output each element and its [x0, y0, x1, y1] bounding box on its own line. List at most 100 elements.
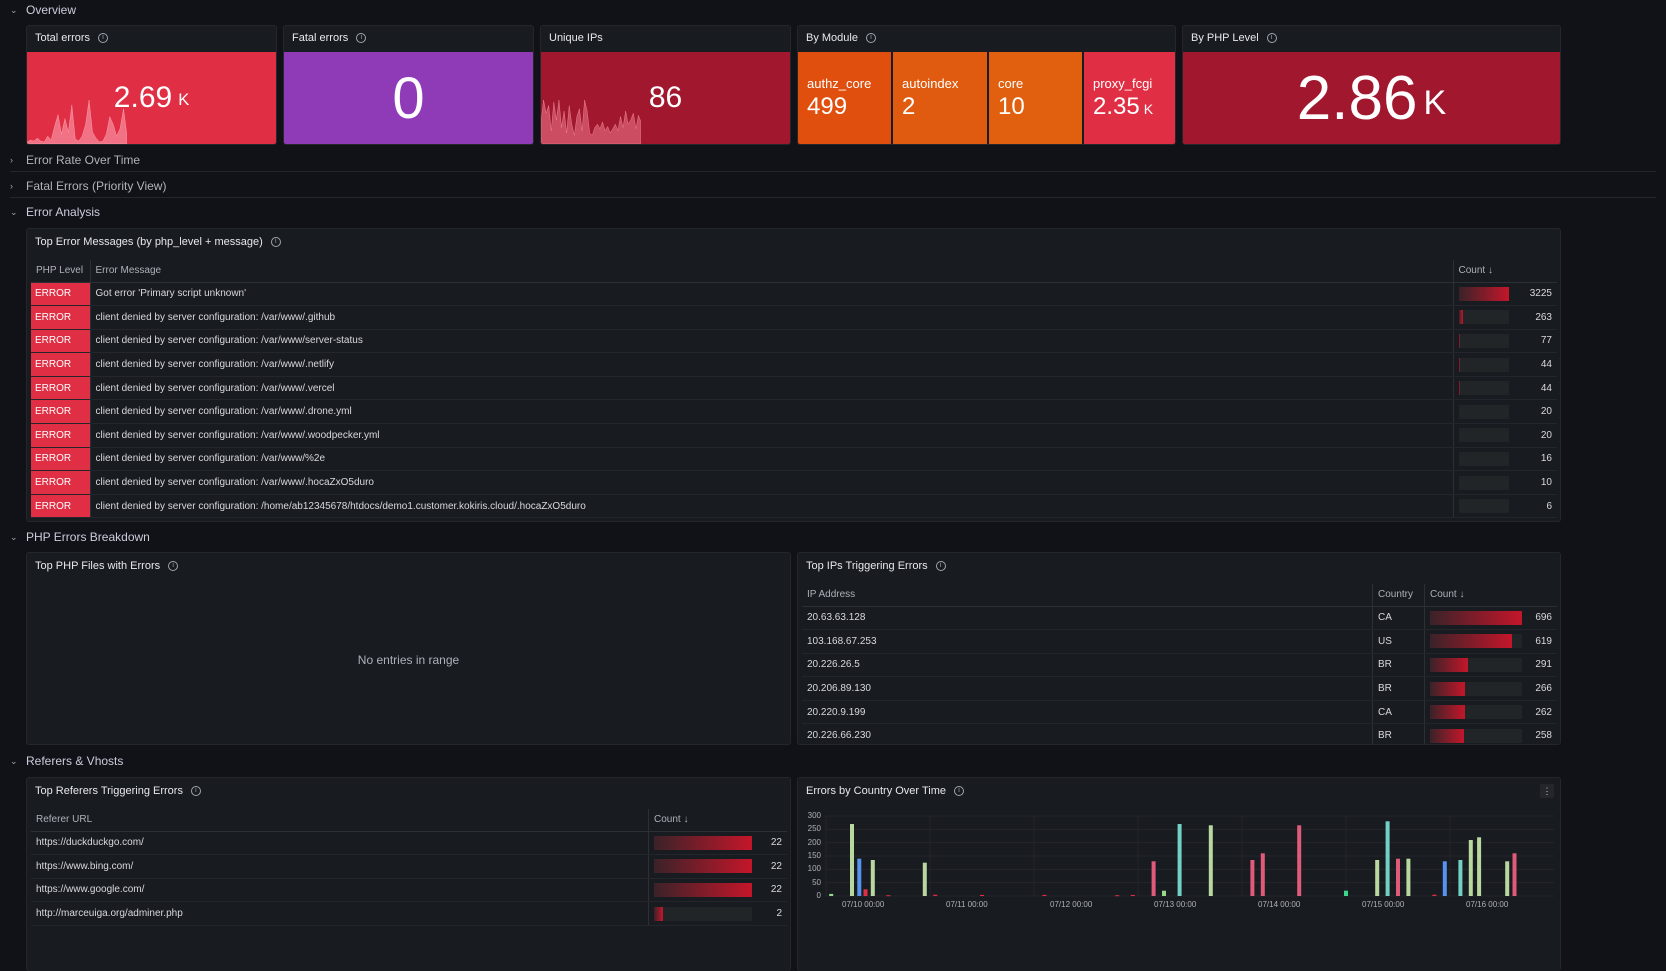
table-row[interactable]: ERROR client denied by server configurat…	[31, 447, 1557, 472]
table-row[interactable]: ERROR client denied by server configurat…	[31, 494, 1557, 519]
column-header-count[interactable]: Count ↓	[1452, 260, 1557, 283]
chart-bar[interactable]	[1250, 860, 1255, 896]
table-row[interactable]: https://duckduckgo.com/ 22	[31, 831, 787, 856]
row-error-rate[interactable]: › Error Rate Over Time	[10, 150, 140, 170]
chart-bar[interactable]	[1512, 853, 1517, 896]
panel-top-ips[interactable]: Top IPs Triggering Errors i IP Address Co…	[797, 552, 1561, 745]
panel-menu-icon[interactable]: ⋮	[1540, 784, 1554, 798]
panel-title: Unique IPs	[549, 32, 603, 44]
chart-bar[interactable]	[1115, 895, 1120, 897]
column-header-count[interactable]: Count ↓	[648, 809, 787, 832]
chart-bar[interactable]	[1151, 861, 1156, 896]
chart-bar[interactable]	[886, 895, 891, 897]
module-autoindex[interactable]: autoindex 2	[893, 52, 987, 144]
table-row[interactable]: 20.226.26.5 BR 291	[802, 653, 1557, 678]
column-header-error-message[interactable]: Error Message	[89, 260, 1453, 283]
table-row[interactable]: ERROR client denied by server configurat…	[31, 399, 1557, 425]
error-message-cell: client denied by server configuration: /…	[89, 399, 1453, 425]
column-header-count[interactable]: Count ↓	[1424, 584, 1557, 607]
chart-bar[interactable]	[850, 824, 854, 896]
chart-bar[interactable]	[1177, 824, 1182, 896]
chart-bar[interactable]	[1260, 853, 1265, 896]
chart-bar[interactable]	[1297, 825, 1302, 896]
module-core[interactable]: core 10	[989, 52, 1082, 144]
chart-bar[interactable]	[1432, 894, 1437, 896]
row-overview[interactable]: ⌄ Overview	[10, 0, 76, 20]
ip-address-cell: 20.206.89.130	[802, 676, 1373, 701]
row-error-analysis[interactable]: ⌄ Error Analysis	[10, 202, 100, 222]
chart-bar[interactable]	[1458, 860, 1463, 896]
chart-bar[interactable]	[1385, 821, 1390, 896]
panel-errors-by-country[interactable]: Errors by Country Over Time i ⋮ 300 250 200…	[797, 777, 1561, 971]
row-fatal-priority[interactable]: › Fatal Errors (Priority View)	[10, 176, 166, 196]
panel-top-php-files[interactable]: Top PHP Files with Errors i No entries in…	[26, 552, 791, 745]
chart-bar[interactable]	[980, 894, 984, 896]
chart-bar[interactable]	[1477, 837, 1482, 896]
row-title: Error Rate Over Time	[26, 153, 141, 167]
panel-unique-ips[interactable]: Unique IPs 86	[540, 25, 791, 145]
chart-bar[interactable]	[1344, 890, 1348, 896]
table-row[interactable]: ERROR client denied by server configurat…	[31, 329, 1557, 354]
chart-bar[interactable]	[1442, 861, 1447, 896]
chart-bar[interactable]	[1505, 861, 1510, 896]
panel-total-errors[interactable]: Total errors i 2.69 K	[26, 25, 277, 145]
table-row[interactable]: ERROR client denied by server configurat…	[31, 352, 1557, 377]
chart-bar[interactable]	[863, 889, 868, 896]
info-icon[interactable]: i	[270, 237, 281, 247]
error-table: PHP Level Error Message Count ↓ ERROR Go…	[31, 260, 1557, 519]
table-row[interactable]: 20.206.89.130 BR 266	[802, 676, 1557, 701]
info-icon[interactable]: i	[356, 33, 367, 43]
table-row[interactable]: 20.220.9.199 CA 262	[802, 700, 1557, 725]
panel-top-referers[interactable]: Top Referers Triggering Errors i Referer …	[26, 777, 791, 971]
chart-bar[interactable]	[857, 858, 862, 896]
row-php-errors-breakdown[interactable]: ⌄ PHP Errors Breakdown	[10, 527, 150, 547]
table-row[interactable]: 103.168.67.253 US 619	[802, 629, 1557, 654]
info-icon[interactable]: i	[1266, 33, 1277, 43]
chart-bar[interactable]	[1130, 894, 1135, 896]
panel-top-error-messages[interactable]: Top Error Messages (by php_level + messa…	[26, 228, 1561, 522]
table-row[interactable]: ERROR client denied by server configurat…	[31, 376, 1557, 401]
count-value: 2	[776, 908, 782, 920]
panel-by-php-level[interactable]: By PHP Level i 2.86 K	[1182, 25, 1561, 145]
chart-bar[interactable]	[1208, 825, 1213, 896]
table-row[interactable]: ERROR client denied by server configurat…	[31, 470, 1557, 495]
info-icon[interactable]: i	[953, 786, 964, 796]
count-gauge	[1430, 728, 1522, 743]
chart-bar[interactable]	[1042, 894, 1047, 896]
table-row[interactable]: http://marceuiga.org/adminer.php 2	[31, 901, 787, 926]
module-proxy-fcgi[interactable]: proxy_fcgi 2.35 K	[1084, 52, 1175, 144]
panel-fatal-errors[interactable]: Fatal errors i 0	[283, 25, 534, 145]
table-row[interactable]: ERROR Got error 'Primary script unknown'…	[31, 282, 1557, 307]
module-authz-core[interactable]: authz_core 499	[798, 52, 891, 144]
chart-bar[interactable]	[829, 893, 834, 896]
chart-bar[interactable]	[870, 860, 875, 896]
chart-bar[interactable]	[1406, 858, 1411, 896]
column-header-php-level[interactable]: PHP Level	[31, 260, 90, 283]
column-header-ip-address[interactable]: IP Address	[802, 584, 1373, 607]
chart-bar[interactable]	[1396, 858, 1400, 896]
info-icon[interactable]: i	[190, 786, 201, 796]
info-icon[interactable]: i	[168, 561, 179, 571]
sort-desc-icon: ↓	[683, 814, 689, 826]
count-cell: 22	[648, 854, 787, 879]
column-header-country[interactable]: Country	[1372, 584, 1425, 607]
panel-by-module[interactable]: By Module i authz_core 499 autoindex 2 co…	[797, 25, 1176, 145]
chart-bar[interactable]	[1468, 840, 1473, 896]
chart-bar[interactable]	[1162, 890, 1166, 896]
row-referers-vhosts[interactable]: ⌄ Referers & Vhosts	[10, 751, 123, 771]
table-row[interactable]: 20.63.63.128 CA 696	[802, 606, 1557, 631]
column-header-referer-url[interactable]: Referer URL	[31, 809, 649, 832]
table-row[interactable]: https://www.google.com/ 22	[31, 878, 787, 903]
table-row[interactable]: 20.226.66.230 BR 258	[802, 723, 1557, 744]
info-icon[interactable]: i	[865, 33, 876, 43]
chart-bar[interactable]	[922, 862, 927, 896]
error-message-cell: client denied by server configuration: /…	[89, 376, 1453, 401]
module-value: 2	[902, 93, 916, 120]
chart-bar[interactable]	[1375, 860, 1380, 896]
table-row[interactable]: https://www.bing.com/ 22	[31, 854, 787, 879]
table-row[interactable]: ERROR client denied by server configurat…	[31, 423, 1557, 448]
table-row[interactable]: ERROR client denied by server configurat…	[31, 305, 1557, 330]
info-icon[interactable]: i	[98, 33, 109, 43]
info-icon[interactable]: i	[935, 561, 946, 571]
chart-bar[interactable]	[933, 894, 938, 896]
